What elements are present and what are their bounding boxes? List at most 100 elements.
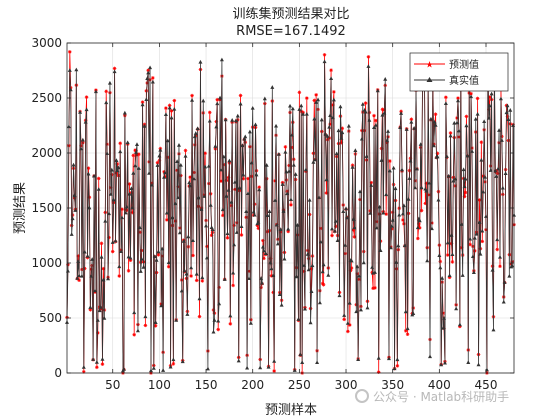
- actual-point: [465, 153, 470, 158]
- actual-point: [469, 94, 474, 99]
- predicted-point: [433, 112, 438, 117]
- actual-point: [260, 244, 265, 249]
- predicted-point: [117, 274, 122, 278]
- actual-point: [205, 366, 210, 371]
- actual-point: [86, 171, 91, 176]
- actual-point: [456, 98, 461, 103]
- actual-point: [409, 119, 414, 124]
- actual-point: [159, 303, 164, 308]
- actual-point: [273, 198, 278, 202]
- actual-point: [108, 192, 113, 196]
- actual-point: [470, 254, 475, 258]
- predicted-point: [407, 168, 412, 173]
- predicted-point: [498, 264, 502, 268]
- actual-point: [283, 149, 288, 154]
- predicted-point: [269, 274, 274, 278]
- actual-point: [447, 273, 452, 278]
- actual-point: [141, 264, 146, 269]
- actual-point: [289, 132, 294, 137]
- predicted-point: [405, 332, 410, 337]
- predicted-point: [445, 253, 450, 257]
- actual-point: [313, 157, 318, 162]
- predicted-point: [172, 98, 177, 103]
- actual-point: [142, 123, 147, 128]
- actual-point: [389, 223, 394, 228]
- predicted-point: [366, 55, 371, 59]
- actual-point: [210, 227, 215, 232]
- predicted-point: [226, 175, 231, 180]
- actual-point: [475, 111, 480, 116]
- actual-point: [365, 305, 370, 310]
- actual-point: [91, 357, 96, 361]
- actual-point: [122, 110, 127, 115]
- actual-point: [240, 143, 245, 147]
- predicted-point: [164, 106, 168, 110]
- predicted-point: [261, 238, 265, 243]
- actual-point: [342, 313, 347, 317]
- actual-point: [288, 197, 293, 202]
- predicted-point: [272, 369, 276, 373]
- actual-point: [503, 171, 508, 175]
- predicted-point: [257, 185, 262, 189]
- actual-point: [335, 238, 340, 243]
- actual-point: [294, 274, 299, 279]
- x-tick-label: 300: [335, 378, 358, 392]
- actual-point: [353, 148, 358, 152]
- actual-point: [386, 356, 391, 361]
- actual-point: [163, 112, 168, 116]
- predicted-point: [238, 93, 243, 98]
- actual-point: [135, 328, 140, 333]
- axes-box: [66, 42, 515, 374]
- legend-actual-label: 真实值: [449, 74, 479, 87]
- actual-point: [508, 108, 513, 112]
- predicted-point: [438, 259, 443, 264]
- y-tick-label: 3000: [31, 36, 62, 50]
- predicted-point: [419, 208, 424, 213]
- actual-point: [146, 70, 151, 75]
- actual-point: [412, 126, 417, 130]
- predicted-point: [163, 174, 167, 179]
- actual-point: [221, 154, 226, 159]
- actual-point: [293, 172, 298, 176]
- y-tick-label: 2500: [31, 91, 62, 105]
- actual-point: [194, 271, 199, 276]
- predicted-point: [167, 103, 172, 108]
- actual-point: [101, 277, 106, 282]
- actual-point: [453, 176, 458, 181]
- predicted-point: [468, 242, 472, 247]
- actual-point: [100, 357, 105, 361]
- predicted-point: [200, 279, 205, 283]
- x-tick-label: 200: [241, 378, 264, 392]
- actual-point: [76, 259, 81, 264]
- predicted-point: [369, 180, 374, 185]
- predicted-point: [370, 270, 374, 275]
- actual-point: [121, 367, 126, 371]
- predicted-point: [417, 226, 422, 230]
- y-tick-label: 0: [54, 366, 62, 380]
- predicted-point: [143, 323, 148, 328]
- actual-point: [259, 276, 264, 280]
- actual-point: [143, 314, 148, 319]
- actual-point: [442, 316, 447, 320]
- actual-point: [462, 184, 467, 189]
- actual-point: [332, 228, 337, 233]
- actual-point: [275, 241, 280, 246]
- actual-point: [169, 115, 174, 120]
- actual-point: [367, 118, 372, 122]
- predicted-point: [231, 283, 235, 288]
- actual-point: [328, 113, 333, 117]
- actual-point: [241, 172, 246, 177]
- actual-point: [454, 306, 459, 311]
- actual-point: [429, 226, 434, 231]
- x-tick-label: 400: [428, 378, 451, 392]
- actual-point: [160, 246, 165, 251]
- actual-point: [317, 300, 322, 305]
- predicted-point: [104, 89, 108, 94]
- actual-point: [66, 124, 71, 129]
- predicted-point: [124, 208, 129, 213]
- actual-point: [262, 96, 267, 101]
- actual-point: [175, 159, 180, 163]
- actual-point: [419, 185, 424, 190]
- actual-point: [119, 249, 124, 254]
- actual-point: [87, 205, 92, 210]
